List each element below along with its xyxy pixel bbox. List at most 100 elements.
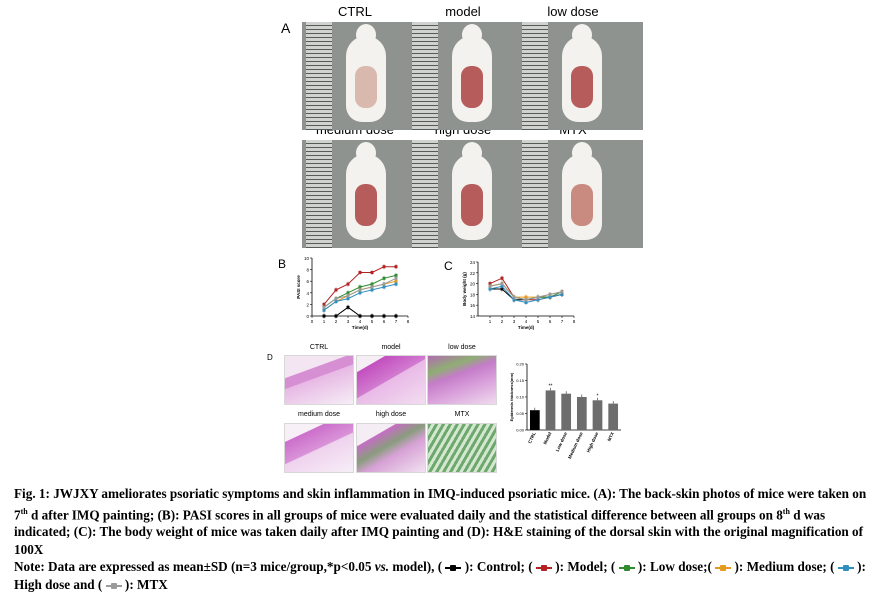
- bar-5: [608, 403, 619, 430]
- series-point-5: [394, 276, 398, 280]
- series-point-5: [560, 290, 564, 294]
- histology-image-medium-dose: [284, 423, 354, 473]
- series-point-2: [358, 285, 362, 289]
- legend-label-0: ): Control;: [461, 559, 529, 575]
- series-point-4: [548, 295, 552, 299]
- series-point-1: [370, 271, 374, 274]
- significance-annotation: **: [549, 383, 553, 389]
- y-tick-label: 0.20: [516, 362, 525, 367]
- histology-image-ctrl: [284, 355, 354, 405]
- mouse-photo-mtx: [518, 140, 643, 248]
- y-axis-label: PASI score: [296, 275, 301, 299]
- category-label: Model: [542, 431, 552, 445]
- mouse-photo-ctrl: [302, 22, 427, 130]
- category-label: Low dose: [555, 431, 569, 452]
- series-point-4: [334, 300, 338, 303]
- series-point-4: [322, 308, 326, 312]
- note-open-paren: (: [437, 559, 446, 575]
- series-point-0: [500, 287, 504, 291]
- series-point-2: [370, 282, 374, 286]
- series-point-0: [370, 314, 374, 318]
- y-tick-label: 0.05: [516, 411, 525, 416]
- legend-marker-5: [105, 582, 122, 589]
- series-point-0: [322, 314, 326, 318]
- legend-marker-3: [715, 565, 732, 572]
- series-point-5: [536, 295, 540, 299]
- note-open-paren: (: [97, 576, 106, 592]
- series-point-1: [322, 302, 326, 306]
- series-point-1: [382, 265, 386, 269]
- series-point-4: [382, 285, 386, 289]
- series-point-1: [394, 265, 398, 269]
- x-tick-label: 2: [501, 319, 504, 324]
- legend-label-5: ): MTX: [121, 576, 168, 592]
- category-label: CTRL: [527, 431, 537, 444]
- series-point-4: [394, 282, 398, 286]
- y-tick-label: 18: [470, 292, 476, 297]
- bar-1: [545, 390, 556, 430]
- note-open-paren: (: [610, 559, 619, 575]
- chart-c-body-weight: C 14 16 18 20 22 24 1 2 3 4 5 6 7 8 Time(d) Body weight …: [444, 259, 576, 330]
- panel-letter: C: [444, 259, 453, 273]
- x-tick-label: 0: [311, 319, 314, 324]
- mouse-photo-high-dose: [408, 140, 533, 248]
- series-point-4: [500, 284, 504, 288]
- y-tick-label: 0.15: [516, 378, 525, 383]
- series-point-4: [346, 297, 350, 301]
- category-label: High dose: [586, 431, 600, 453]
- series-point-5: [358, 288, 362, 292]
- legend-label-1: ): Model;: [551, 559, 611, 575]
- y-tick-label: 24: [470, 260, 476, 265]
- bar-4: [592, 400, 603, 430]
- x-tick-label: 4: [359, 319, 362, 324]
- panel-a-letter: A: [281, 20, 291, 36]
- series-point-3: [394, 279, 398, 283]
- series-point-4: [524, 301, 528, 304]
- x-tick-label: 3: [347, 319, 350, 324]
- series-point-4: [488, 287, 492, 291]
- y-tick-label: 22: [470, 271, 476, 276]
- series-point-4: [512, 298, 516, 302]
- y-tick-label: 2: [306, 302, 309, 307]
- series-point-5: [524, 298, 528, 302]
- legend-label-3: ): Medium dose;: [731, 559, 831, 575]
- legend-marker-2: [618, 565, 635, 572]
- caption-note: Note: Data are expressed as mean±SD (n=3…: [14, 558, 880, 593]
- chart-b-pasi: B 0 2 4 6 8 10 0 1 2 3 4 5 6 7 8 Time(d) PASI score: [278, 256, 410, 330]
- legend-label-4: ): High dose and: [14, 559, 866, 592]
- y-tick-label: 8: [306, 268, 309, 273]
- histo-label-high-dose: high dose: [375, 411, 407, 418]
- note-open-paren: (: [707, 559, 716, 575]
- series-point-5: [548, 292, 552, 296]
- series-point-5: [512, 295, 516, 299]
- caption-text: Fig. 1: JWJXY ameliorates psoriatic symp…: [14, 485, 880, 558]
- series-point-5: [488, 284, 492, 288]
- mouse-photo-low-dose: [518, 22, 643, 130]
- y-tick-label: 0: [306, 314, 309, 319]
- y-tick-label: 6: [306, 279, 309, 284]
- mouse-photo-medium-dose: [302, 140, 427, 248]
- bar-2: [561, 393, 572, 430]
- series-point-0: [346, 305, 350, 309]
- category-label: MTX: [607, 431, 616, 442]
- x-tick-label: 8: [407, 319, 410, 324]
- series-point-0: [334, 314, 338, 318]
- legend-label-2: ): Low dose;: [634, 559, 708, 575]
- note-vs: vs.: [374, 559, 390, 575]
- series-point-1: [500, 276, 504, 280]
- note-open-paren: (: [528, 559, 536, 575]
- legend-marker-0: [445, 565, 462, 572]
- x-tick-label: 6: [383, 319, 386, 324]
- x-tick-label: 7: [395, 319, 398, 324]
- y-tick-label: 0.00: [516, 428, 525, 433]
- histology-image-mtx: [427, 423, 497, 473]
- figure-caption: Fig. 1: JWJXY ameliorates psoriatic symp…: [14, 485, 880, 593]
- series-point-1: [488, 282, 492, 286]
- panel-letter: B: [278, 257, 286, 271]
- histo-label-mtx: MTX: [454, 411, 470, 418]
- series-point-0: [382, 314, 386, 318]
- histology-image-low-dose: [427, 355, 497, 405]
- series-point-2: [394, 273, 398, 277]
- series-point-4: [536, 298, 540, 302]
